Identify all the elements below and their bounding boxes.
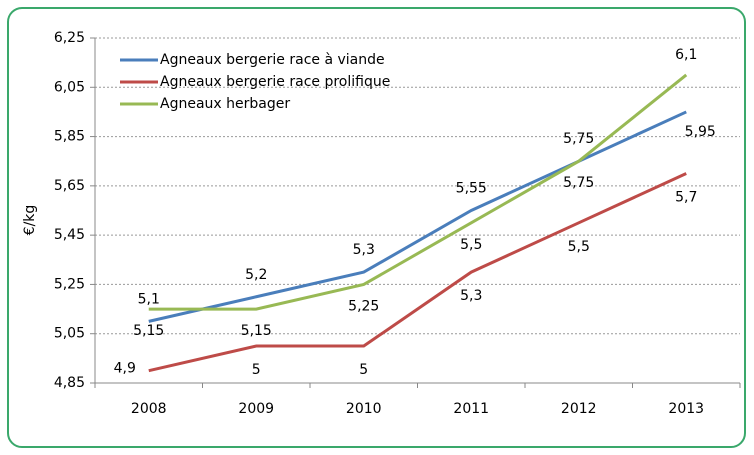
x-tick-label: 2008 <box>131 401 167 417</box>
data-label: 5,55 <box>456 181 487 197</box>
x-tick-label: 2012 <box>561 401 597 417</box>
data-label: 5,95 <box>685 124 716 140</box>
y-tick-label: 5,45 <box>54 227 85 243</box>
y-axis-label: €/kg <box>22 205 38 236</box>
series-line <box>148 172 687 373</box>
x-tick-label: 2009 <box>238 401 274 417</box>
data-label: 5,3 <box>353 242 375 258</box>
series-line <box>148 73 688 311</box>
x-tick-label: 2011 <box>453 401 489 417</box>
y-tick-label: 4,85 <box>54 375 85 391</box>
data-label: 5,5 <box>460 237 482 253</box>
data-label: 5,75 <box>563 175 594 191</box>
data-label: 5,25 <box>348 298 379 314</box>
data-label: 5 <box>359 362 368 378</box>
series-line <box>148 110 687 323</box>
data-label: 5,3 <box>460 288 482 304</box>
y-tick-label: 5,85 <box>54 129 85 145</box>
data-label: 5,7 <box>675 190 697 206</box>
y-tick-label: 5,25 <box>54 276 85 292</box>
data-label: 5,5 <box>568 239 590 255</box>
data-label: 6,1 <box>675 47 697 63</box>
data-label: 5,75 <box>563 131 594 147</box>
x-tick-label: 2013 <box>668 401 704 417</box>
y-tick-label: 5,05 <box>54 326 85 342</box>
data-label: 5,1 <box>138 291 160 307</box>
legend-label: Agneaux herbager <box>160 96 290 112</box>
frame <box>7 7 746 448</box>
data-label: 4,9 <box>114 361 136 377</box>
y-tick-label: 6,05 <box>54 79 85 95</box>
legend-label: Agneaux bergerie race à viande <box>160 52 385 68</box>
data-label: 5,15 <box>133 323 164 339</box>
data-label: 5 <box>252 362 261 378</box>
y-tick-label: 6,25 <box>54 30 85 46</box>
y-tick-label: 5,65 <box>54 178 85 194</box>
data-label: 5,15 <box>241 323 272 339</box>
legend-label: Agneaux bergerie race prolifique <box>160 74 390 90</box>
data-label: 5,2 <box>245 267 267 283</box>
x-tick-label: 2010 <box>346 401 382 417</box>
